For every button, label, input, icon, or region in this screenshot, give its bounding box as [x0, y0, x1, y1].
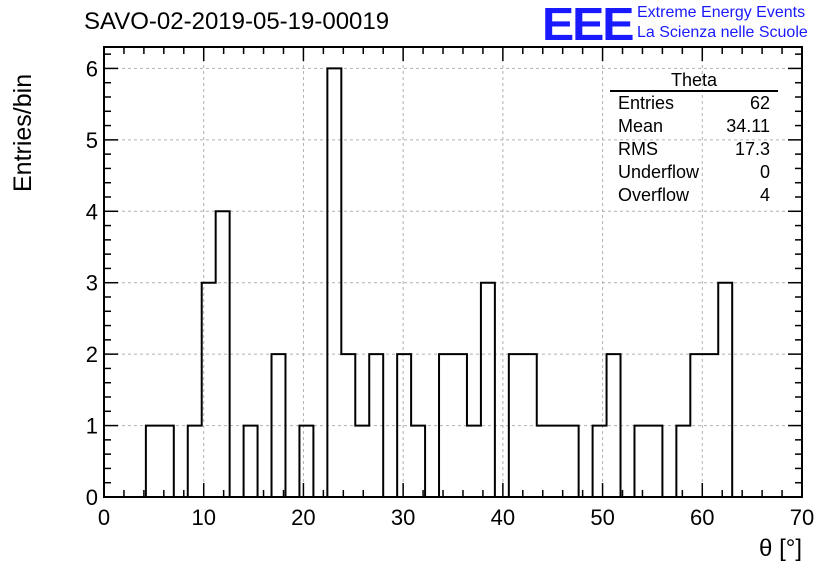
stats-value: 34.11 — [726, 116, 770, 136]
histogram-bin — [537, 426, 551, 497]
stats-value: 4 — [759, 185, 770, 205]
y-tick-label: 2 — [86, 342, 98, 367]
y-tick-label: 6 — [86, 56, 98, 81]
stats-value: 0 — [759, 162, 770, 182]
histogram-bin — [467, 426, 481, 497]
y-tick-label: 1 — [86, 414, 98, 439]
stats-label: Entries — [618, 93, 675, 113]
stats-label: Overflow — [618, 185, 690, 205]
x-tick-label: 30 — [391, 505, 415, 530]
histogram-bin — [160, 426, 174, 497]
histogram-bin — [341, 354, 355, 497]
stats-rows: Entries 62 Mean 34.11 RMS 17.3 Underflow 0 Overf… — [610, 92, 778, 207]
y-tick-label: 3 — [86, 271, 98, 296]
logo-tagline-2: La Scienza nelle Scuole — [637, 24, 808, 41]
x-tick-label: 20 — [291, 505, 315, 530]
plot-frame — [103, 46, 803, 498]
x-tick-label: 0 — [98, 505, 110, 530]
histogram-bin — [593, 426, 607, 497]
stats-row: Mean 34.11 — [610, 115, 778, 138]
x-tick-label: 50 — [590, 505, 614, 530]
x-tick-label: 70 — [790, 505, 814, 530]
y-axis-label: Entries/bin — [9, 73, 37, 192]
y-axis-label-wrap: Entries/bin — [8, 42, 38, 192]
x-tick-label: 40 — [491, 505, 515, 530]
histogram-bin — [718, 283, 732, 497]
y-tick-label: 0 — [86, 485, 98, 510]
x-tick-label: 60 — [690, 505, 714, 530]
histogram-bin — [355, 426, 369, 497]
eee-logo: EEE Extreme Energy Events La Scienza nel… — [542, 0, 836, 50]
logo-tagline-1: Extreme Energy Events — [637, 4, 806, 21]
histogram-bin — [216, 211, 230, 497]
stats-label: RMS — [618, 139, 658, 159]
histogram-bin — [648, 426, 662, 497]
y-tick-label: 4 — [86, 199, 98, 224]
stats-row: RMS 17.3 — [610, 138, 778, 161]
stats-box: Theta Entries 62 Mean 34.11 RMS 17.3 Underflow… — [610, 70, 778, 207]
stats-value: 62 — [749, 93, 770, 113]
stats-label: Mean — [618, 116, 664, 136]
x-axis-label: θ [°] — [759, 535, 802, 562]
chart-title: SAVO-02-2019-05-19-00019 — [84, 8, 390, 35]
stats-title: Theta — [610, 70, 778, 92]
histogram-bin — [411, 426, 425, 497]
histogram-bin — [676, 426, 690, 497]
histogram-bin — [146, 426, 160, 497]
stats-value: 17.3 — [734, 139, 770, 159]
histogram-bin — [634, 426, 648, 497]
histogram-bin — [244, 426, 258, 497]
x-tick-label: 10 — [191, 505, 215, 530]
y-tick-label: 5 — [86, 128, 98, 153]
stats-row: Entries 62 — [610, 92, 778, 115]
histogram-bin — [481, 283, 495, 497]
histogram-bin — [299, 426, 313, 497]
histogram-bin — [565, 426, 579, 497]
histogram-bin — [551, 426, 565, 497]
eee-logo-mark: EEE — [542, 0, 634, 50]
stats-row: Overflow 4 — [610, 184, 778, 207]
stats-label: Underflow — [618, 162, 700, 182]
histogram-bin — [188, 426, 202, 497]
stats-row: Underflow 0 — [610, 161, 778, 184]
